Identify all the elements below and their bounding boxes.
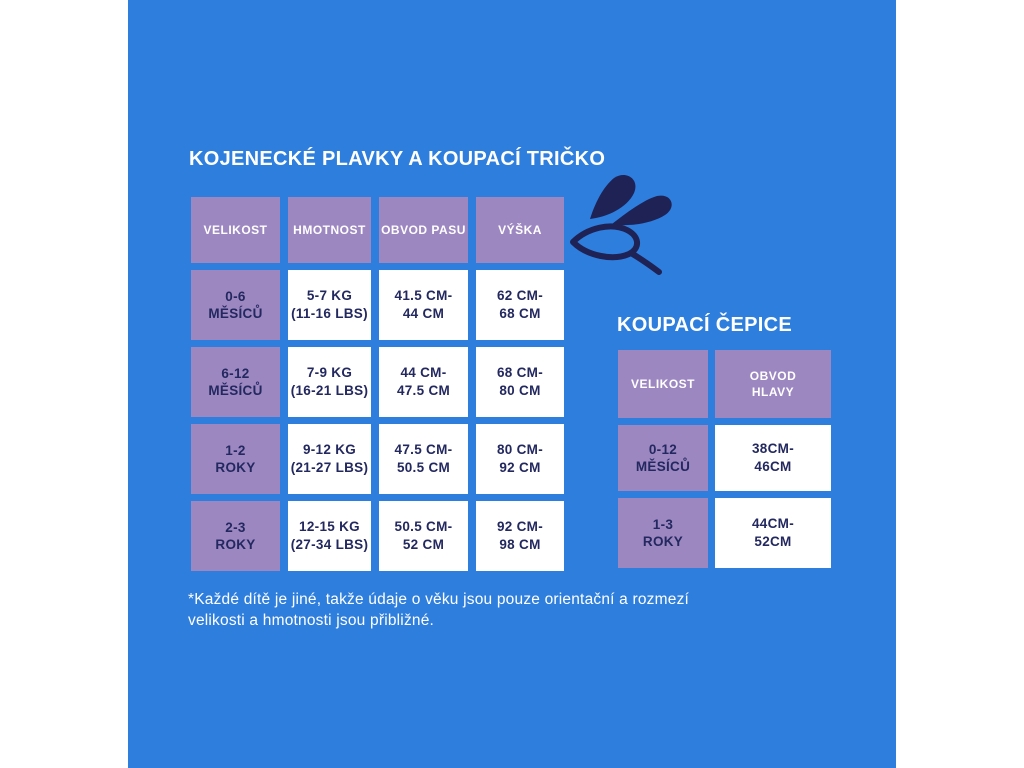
cap-row-1-head-circumference: 44CM- 52CM [715,498,831,568]
cap-table-title: KOUPACÍ ČEPICE [617,314,792,336]
cap-row-0-head-circumference: 38CM- 46CM [715,425,831,491]
header-label: HMOTNOST [293,223,366,237]
swimwear-row-2-weight: 9-12 KG (21-27 LBS) [288,424,371,494]
swimwear-header-velikost: VELIKOST [191,197,280,263]
swimwear-row-1-height: 68 CM- 80 CM [476,347,564,417]
swimwear-table-title: KOJENECKÉ PLAVKY A KOUPACÍ TRIČKO [189,148,606,170]
swimwear-row-0-size: 0-6 MĚSÍCŮ [191,270,280,340]
swimwear-row-2-height: 80 CM- 92 CM [476,424,564,494]
size-chart-panel: KOJENECKÉ PLAVKY A KOUPACÍ TRIČKO VELIKO… [128,0,896,768]
header-label: VELIKOST [203,223,268,237]
swimwear-row-2-waist: 47.5 CM- 50.5 CM [379,424,468,494]
swimwear-row-0-height: 62 CM- 68 CM [476,270,564,340]
cap-header-obvod-hlavy: OBVOD HLAVY [715,350,831,418]
cap-row-1-size: 1-3 ROKY [618,498,708,568]
header-label: VELIKOST [630,377,695,391]
cap-row-0-size: 0-12 MĚSÍCŮ [618,425,708,491]
swimwear-header-hmotnost: HMOTNOST [288,197,371,263]
swimwear-row-0-waist: 41.5 CM- 44 CM [379,270,468,340]
cap-header-velikost: VELIKOST [618,350,708,418]
footnote: *Každé dítě je jiné, takže údaje o věku … [188,591,690,629]
swimwear-row-3-waist: 50.5 CM- 52 CM [379,501,468,571]
header-label: OBVOD PASU [381,223,466,237]
swimwear-row-3-weight: 12-15 KG (27-34 LBS) [288,501,371,571]
swimwear-row-1-weight: 7-9 KG (16-21 LBS) [288,347,371,417]
swimwear-row-3-size: 2-3 ROKY [191,501,280,571]
swimwear-row-0-weight: 5-7 KG (11-16 LBS) [288,270,371,340]
swimwear-row-3-height: 92 CM- 98 CM [476,501,564,571]
swimwear-size-table: VELIKOST HMOTNOST OBVOD PASU VÝŠKA 0-6 MĚ… [191,197,564,571]
swimwear-header-vyska: VÝŠKA [476,197,564,263]
swimwear-row-1-waist: 44 CM- 47.5 CM [379,347,468,417]
header-label: VÝŠKA [498,223,542,237]
swimwear-row-2-size: 1-2 ROKY [191,424,280,494]
swimwear-row-1-size: 6-12 MĚSÍCŮ [191,347,280,417]
swimwear-header-obvod-pasu: OBVOD PASU [379,197,468,263]
cap-size-table: VELIKOST OBVOD HLAVY 0-12 MĚSÍCŮ 38CM- 46CM… [618,350,831,568]
water-splash-icon [570,174,672,275]
